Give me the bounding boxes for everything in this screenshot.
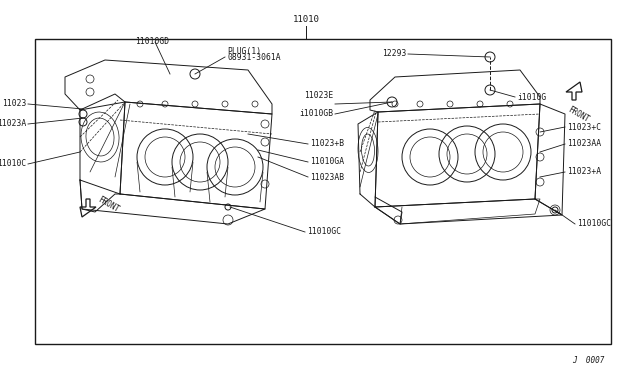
Text: FRONT: FRONT bbox=[566, 105, 591, 124]
Text: 11023: 11023 bbox=[2, 99, 26, 109]
Text: 11023+A: 11023+A bbox=[567, 167, 601, 176]
Text: 11010GA: 11010GA bbox=[310, 157, 344, 167]
Bar bbox=[35, 39, 611, 344]
Text: 11023+B: 11023+B bbox=[310, 140, 344, 148]
Text: 11010C: 11010C bbox=[0, 160, 26, 169]
Text: i1010G: i1010G bbox=[517, 93, 547, 102]
Text: 11010GC: 11010GC bbox=[307, 228, 341, 237]
Text: 11023A: 11023A bbox=[0, 119, 26, 128]
Text: 11023AB: 11023AB bbox=[310, 173, 344, 182]
Text: 11023+C: 11023+C bbox=[567, 122, 601, 131]
Text: 08931-3061A: 08931-3061A bbox=[227, 52, 280, 61]
Text: 12293: 12293 bbox=[381, 49, 406, 58]
Text: 11023E: 11023E bbox=[304, 92, 333, 100]
Text: i1010GB: i1010GB bbox=[299, 109, 333, 119]
Text: FRONT: FRONT bbox=[96, 195, 120, 215]
Text: 11023AA: 11023AA bbox=[567, 140, 601, 148]
Text: PLUG(1): PLUG(1) bbox=[227, 47, 261, 56]
Text: 11010GC: 11010GC bbox=[577, 219, 611, 228]
Text: 11010GD: 11010GD bbox=[135, 38, 169, 46]
Text: J  0007: J 0007 bbox=[572, 356, 605, 365]
Text: 11010: 11010 bbox=[292, 15, 319, 24]
